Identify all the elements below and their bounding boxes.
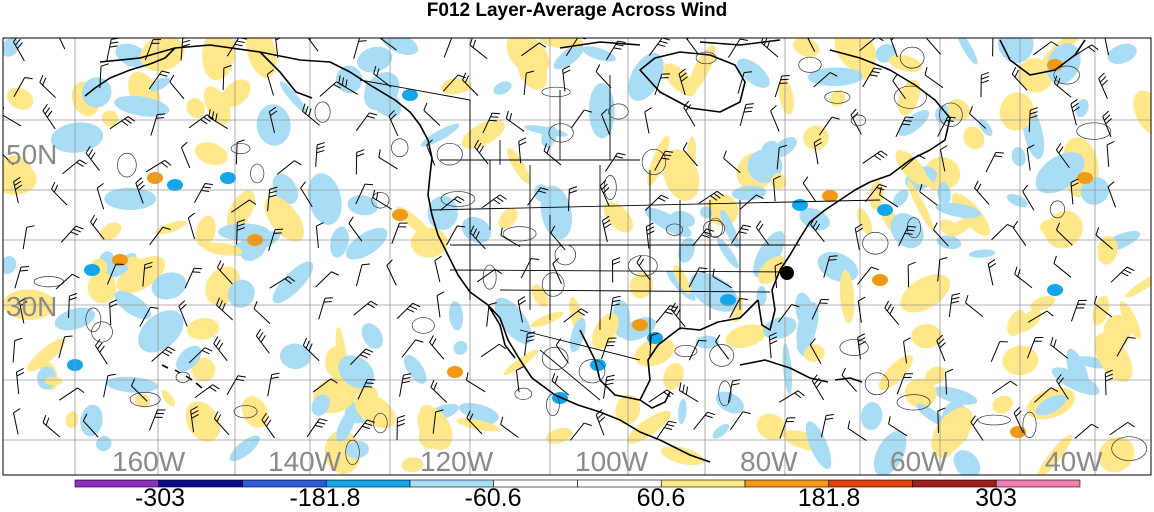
anomaly-core — [392, 209, 408, 221]
lat-label-50n: 50N — [6, 141, 57, 169]
anomaly-core — [872, 274, 888, 286]
station-dot — [780, 266, 794, 280]
lon-label-120w: 120W — [420, 448, 493, 476]
lat-label-30n: 30N — [6, 293, 57, 321]
anomaly-core — [167, 179, 183, 191]
anomaly-core — [720, 294, 736, 306]
lon-label-140w: 140W — [268, 448, 341, 476]
colorbar-label: 181.8 — [798, 486, 861, 511]
anomaly-core — [792, 199, 808, 211]
colorbar-label: -60.6 — [465, 486, 522, 511]
anomaly-patch — [104, 188, 156, 210]
colorbar-label: -181.8 — [290, 486, 361, 511]
anomaly-core — [402, 89, 418, 101]
colorbar-label: 303 — [975, 486, 1017, 511]
anomaly-core — [447, 366, 463, 378]
lon-label-80w: 80W — [740, 448, 798, 476]
anomaly-core — [220, 172, 236, 184]
colorbar-label: -303 — [135, 486, 185, 511]
lon-label-60w: 60W — [890, 448, 948, 476]
anomaly-core — [147, 172, 163, 184]
lon-label-160w: 160W — [112, 448, 185, 476]
anomaly-core — [822, 190, 838, 202]
lon-label-100w: 100W — [575, 448, 648, 476]
colorbar — [75, 480, 1080, 487]
anomaly-core — [84, 264, 100, 276]
anomaly-core — [1077, 172, 1093, 184]
anomaly-core — [1047, 284, 1063, 296]
anomaly-core — [877, 204, 893, 216]
anomaly-core — [632, 319, 648, 331]
colorbar-label: 60.6 — [637, 486, 686, 511]
lon-label-40w: 40W — [1045, 448, 1103, 476]
